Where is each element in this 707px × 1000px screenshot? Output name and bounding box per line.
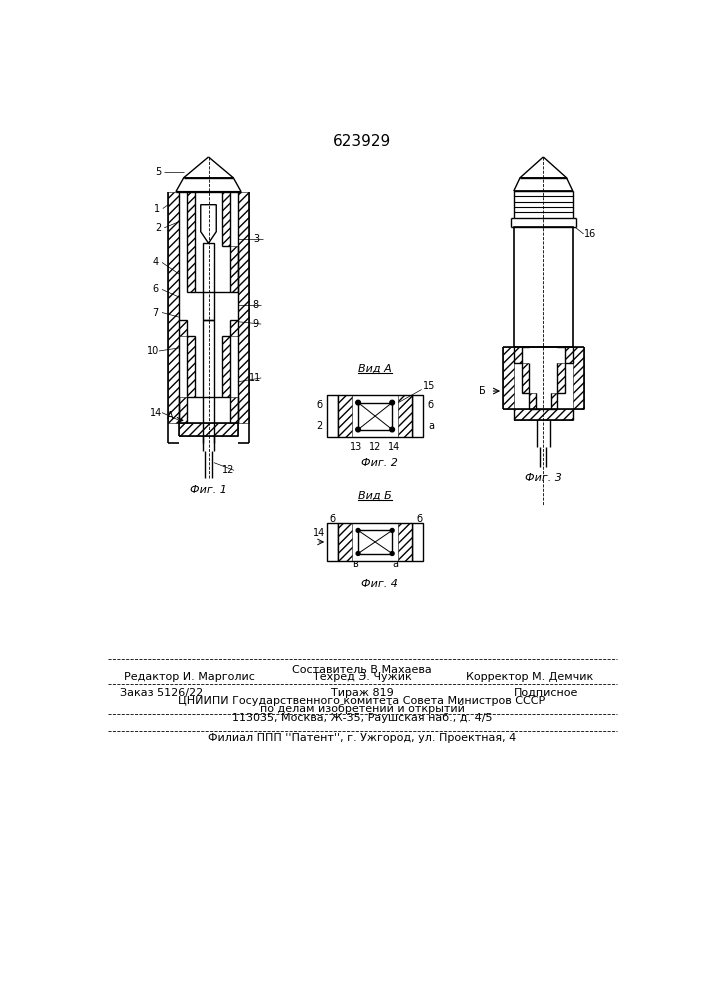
Text: Фиг. 4: Фиг. 4 (361, 579, 397, 589)
Text: по делам изобретений и открытий: по делам изобретений и открытий (259, 704, 464, 714)
Text: 2: 2 (155, 223, 161, 233)
Text: 7: 7 (153, 308, 159, 318)
Text: Вид А: Вид А (358, 364, 392, 374)
Bar (557, 363, 565, 393)
Circle shape (356, 528, 360, 532)
Bar (230, 246, 238, 292)
Bar (412, 395, 423, 437)
Bar (565, 347, 573, 363)
Text: 1: 1 (153, 204, 160, 214)
Bar (398, 523, 412, 561)
Bar (358, 530, 392, 554)
Bar (338, 395, 352, 437)
Bar (530, 363, 557, 409)
Bar (514, 347, 522, 363)
Bar (179, 397, 187, 423)
Text: 3: 3 (254, 234, 259, 244)
Text: Фиг. 1: Фиг. 1 (190, 485, 227, 495)
Text: б: б (416, 514, 422, 524)
Text: 14: 14 (388, 442, 401, 452)
Text: Фиг. 3: Фиг. 3 (525, 473, 562, 483)
Bar (238, 192, 249, 423)
Circle shape (356, 427, 361, 432)
Bar (230, 320, 238, 336)
Text: 10: 10 (146, 346, 159, 356)
Bar (327, 523, 338, 561)
Bar (187, 192, 194, 292)
Bar (412, 523, 423, 561)
Text: 2: 2 (316, 421, 322, 431)
Text: 4: 4 (153, 257, 159, 267)
Text: Фиг. 2: Фиг. 2 (361, 458, 397, 468)
Text: 11: 11 (249, 373, 261, 383)
Text: 12: 12 (222, 465, 234, 475)
Text: б: б (329, 514, 336, 524)
Circle shape (390, 552, 394, 555)
Text: 15: 15 (423, 381, 436, 391)
Circle shape (356, 400, 361, 405)
Text: Корректор М. Демчик: Корректор М. Демчик (467, 672, 594, 682)
Text: Составитель В.Махаева: Составитель В.Махаева (292, 665, 432, 675)
Bar (338, 523, 352, 561)
Bar (203, 243, 214, 320)
Text: 13: 13 (350, 442, 362, 452)
Bar (514, 409, 573, 420)
Bar (358, 403, 392, 430)
Text: б: б (428, 400, 434, 410)
Text: Техред Э. Чужик: Техред Э. Чужик (312, 672, 411, 682)
Bar (503, 347, 514, 409)
Text: 623929: 623929 (333, 134, 391, 149)
Text: а: а (392, 559, 398, 569)
Text: 14: 14 (150, 408, 162, 418)
Text: 14: 14 (313, 528, 325, 538)
Text: 9: 9 (252, 319, 258, 329)
Bar (530, 363, 557, 409)
Text: Филиал ППП ''Патент'', г. Ужгород, ул. Проектная, 4: Филиал ППП ''Патент'', г. Ужгород, ул. П… (208, 733, 516, 743)
Bar (530, 393, 535, 409)
Bar (398, 395, 412, 437)
Bar (338, 523, 412, 561)
Bar (223, 336, 230, 397)
Text: 16: 16 (584, 229, 596, 239)
Bar (168, 192, 179, 423)
Bar (514, 227, 573, 347)
Text: а: а (428, 421, 434, 431)
Text: Подписное: Подписное (513, 688, 578, 698)
Text: Б: Б (479, 386, 486, 396)
Text: 8: 8 (252, 300, 258, 310)
Text: 5: 5 (155, 167, 161, 177)
Polygon shape (514, 178, 573, 191)
Bar (573, 347, 583, 409)
Bar (551, 393, 557, 409)
Bar (223, 192, 230, 246)
Text: 12: 12 (369, 442, 381, 452)
Circle shape (390, 528, 394, 532)
Text: б: б (316, 400, 322, 410)
Text: А: А (166, 411, 173, 421)
Bar (327, 395, 338, 437)
Circle shape (356, 552, 360, 555)
Text: 113035, Москва, Ж-35, Раушская наб., д. 4/5: 113035, Москва, Ж-35, Раушская наб., д. … (232, 713, 492, 723)
Circle shape (390, 427, 395, 432)
Text: ЦНИИПИ Государственного комитета Совета Министров СССР: ЦНИИПИ Государственного комитета Совета … (178, 696, 546, 706)
Text: в: в (352, 559, 358, 569)
Bar (179, 320, 187, 336)
Text: Вид Б: Вид Б (358, 491, 392, 501)
Text: Тираж 819: Тираж 819 (331, 688, 393, 698)
Bar (230, 397, 238, 423)
Polygon shape (201, 205, 216, 243)
Bar (338, 395, 412, 437)
Text: Редактор И. Марголис: Редактор И. Марголис (124, 672, 255, 682)
Polygon shape (176, 178, 241, 192)
Bar (522, 363, 530, 393)
Circle shape (390, 400, 395, 405)
Bar (187, 336, 194, 397)
Text: Заказ 5126/22: Заказ 5126/22 (120, 688, 204, 698)
Bar (179, 423, 238, 436)
Text: 6: 6 (153, 284, 159, 294)
